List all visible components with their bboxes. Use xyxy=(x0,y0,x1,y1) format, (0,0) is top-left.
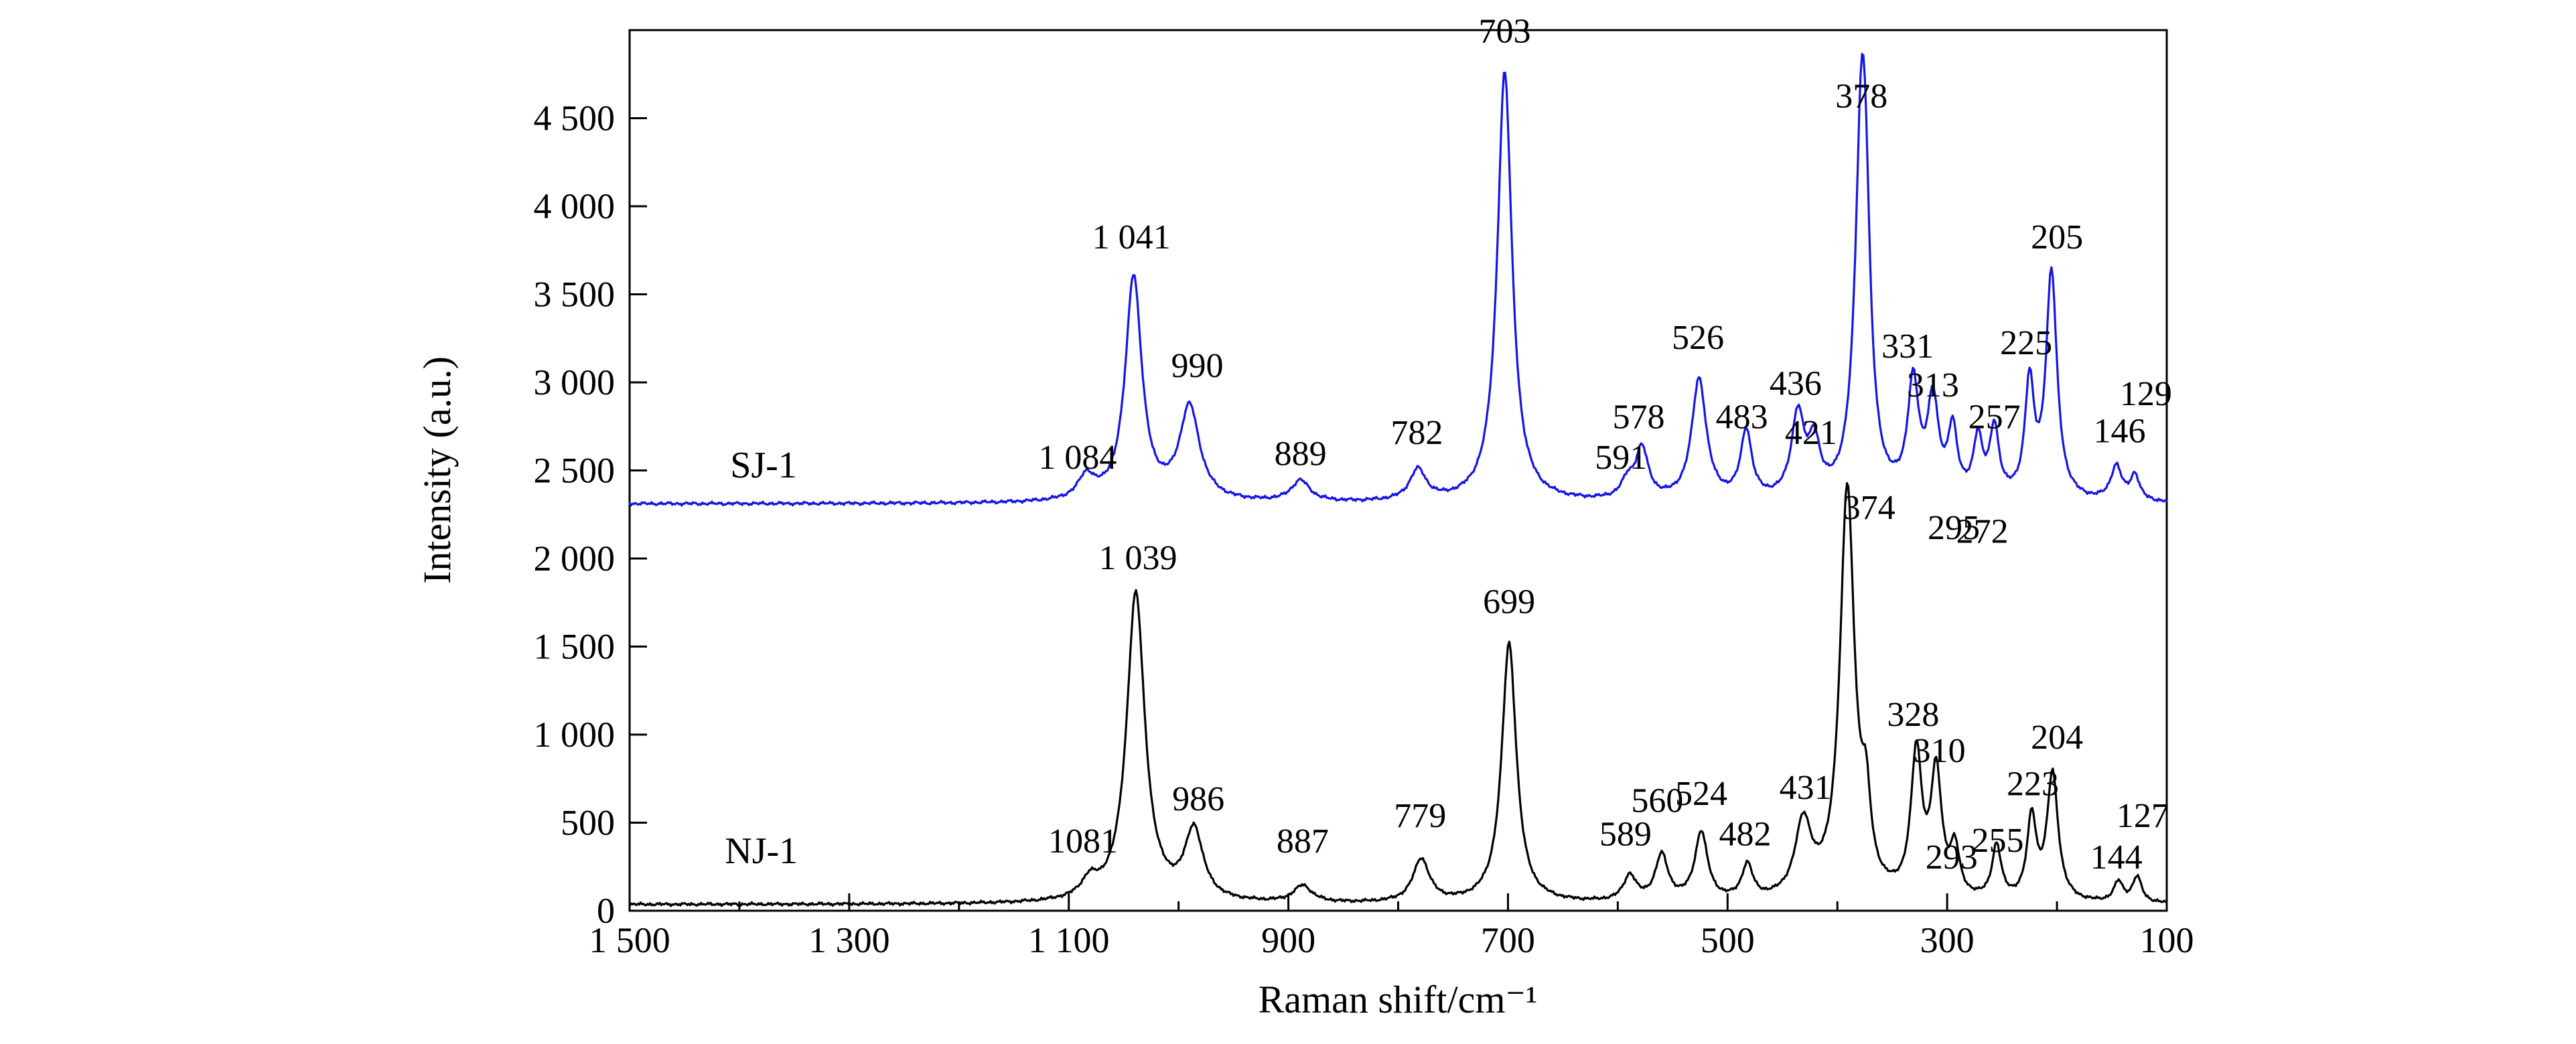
y-tick-label: 2 000 xyxy=(534,538,616,579)
peak-label-nj-1: 144 xyxy=(2090,838,2143,877)
peak-label-nj-1: 699 xyxy=(1483,583,1535,621)
peak-label-sj-1: 436 xyxy=(1770,364,1822,402)
spectrum-sj-1 xyxy=(628,53,2168,507)
peak-label-sj-1: 257 xyxy=(1969,398,2021,436)
peak-label-sj-1: 782 xyxy=(1390,414,1443,452)
plot-frame xyxy=(628,29,2168,912)
y-tick-label: 4 000 xyxy=(534,186,616,226)
x-tick-label: 1 500 xyxy=(589,920,670,960)
x-tick-label: 100 xyxy=(2140,920,2194,960)
peak-label-sj-1: 331 xyxy=(1881,327,1934,366)
peak-label-sj-1: 526 xyxy=(1672,319,1724,357)
peak-label-sj-1: 703 xyxy=(1479,12,1531,50)
peak-label-sj-1: 483 xyxy=(1716,398,1768,436)
peak-label-sj-1: 205 xyxy=(2031,218,2083,256)
x-tick-label: 700 xyxy=(1481,920,1535,960)
peak-label-nj-1: 431 xyxy=(1780,769,1832,807)
peak-label-sj-1: 990 xyxy=(1171,347,1224,385)
peak-label-sj-1: 889 xyxy=(1275,435,1327,473)
peak-label-sj-1: 295 xyxy=(1928,509,1980,547)
y-axis-title: Intensity (a.u.) xyxy=(415,356,459,584)
peak-label-sj-1: 1 084 xyxy=(1038,439,1117,477)
y-tick-label: 2 500 xyxy=(534,451,616,491)
x-tick-label: 900 xyxy=(1261,920,1315,960)
peak-label-sj-1: 421 xyxy=(1785,414,1837,452)
x-tick-label: 1 100 xyxy=(1028,920,1110,960)
y-tick-label: 500 xyxy=(561,803,615,843)
peak-label-sj-1: 129 xyxy=(2120,375,2172,413)
peak-label-sj-1: 146 xyxy=(2094,412,2146,450)
peak-label-nj-1: 560 xyxy=(1631,782,1683,820)
peak-label-nj-1: 1081 xyxy=(1048,822,1118,861)
peak-label-nj-1: 524 xyxy=(1675,775,1727,813)
chart-series xyxy=(628,53,2168,907)
peak-label-nj-1: 887 xyxy=(1277,822,1329,861)
peak-label-sj-1: 225 xyxy=(2000,324,2052,362)
series-label-sj-1: SJ-1 xyxy=(730,445,797,486)
y-tick-label: 1 000 xyxy=(534,715,616,755)
peak-label-nj-1: 779 xyxy=(1394,797,1446,835)
peak-label-nj-1: 328 xyxy=(1887,696,1939,734)
series-label-nj-1: NJ-1 xyxy=(725,830,798,872)
peak-label-sj-1: 378 xyxy=(1835,78,1887,116)
x-tick-label: 1 300 xyxy=(808,920,890,960)
y-tick-label: 3 000 xyxy=(534,362,616,402)
peak-label-nj-1: 589 xyxy=(1599,816,1652,854)
x-tick-label: 500 xyxy=(1701,920,1755,960)
peak-label-sj-1: 374 xyxy=(1843,489,1895,527)
spectrum-nj-1 xyxy=(628,481,2168,907)
x-tick-label: 300 xyxy=(1920,920,1975,960)
peak-label-sj-1: 578 xyxy=(1613,398,1665,436)
peak-label-nj-1: 482 xyxy=(1719,816,1772,854)
y-tick-label: 1 500 xyxy=(534,627,616,667)
peak-label-nj-1: 204 xyxy=(2031,719,2083,757)
peak-label-nj-1: 1 039 xyxy=(1098,539,1177,577)
peak-label-nj-1: 293 xyxy=(1926,838,1978,877)
y-tick-label: 3 500 xyxy=(534,275,616,315)
peak-label-nj-1: 223 xyxy=(2007,765,2059,804)
peak-label-nj-1: 127 xyxy=(2117,797,2169,835)
peak-label-sj-1: 313 xyxy=(1907,366,1959,404)
y-tick-label: 0 xyxy=(597,891,615,931)
y-tick-label: 4 500 xyxy=(534,98,616,139)
peak-label-nj-1: 255 xyxy=(1972,822,2024,860)
peak-label-nj-1: 986 xyxy=(1172,780,1224,818)
x-axis-title: Raman shift/cm⁻¹ xyxy=(1259,978,1538,1021)
peak-label-nj-1: 310 xyxy=(1914,732,1966,770)
chart-annotations: 703 378 1 041 205 526 331 225 990 436 313 129 578 48… xyxy=(725,12,2172,876)
peak-label-sj-1: 591 xyxy=(1595,439,1647,477)
peak-label-sj-1: 272 xyxy=(1956,512,2009,550)
peak-label-sj-1: 1 041 xyxy=(1092,218,1171,256)
